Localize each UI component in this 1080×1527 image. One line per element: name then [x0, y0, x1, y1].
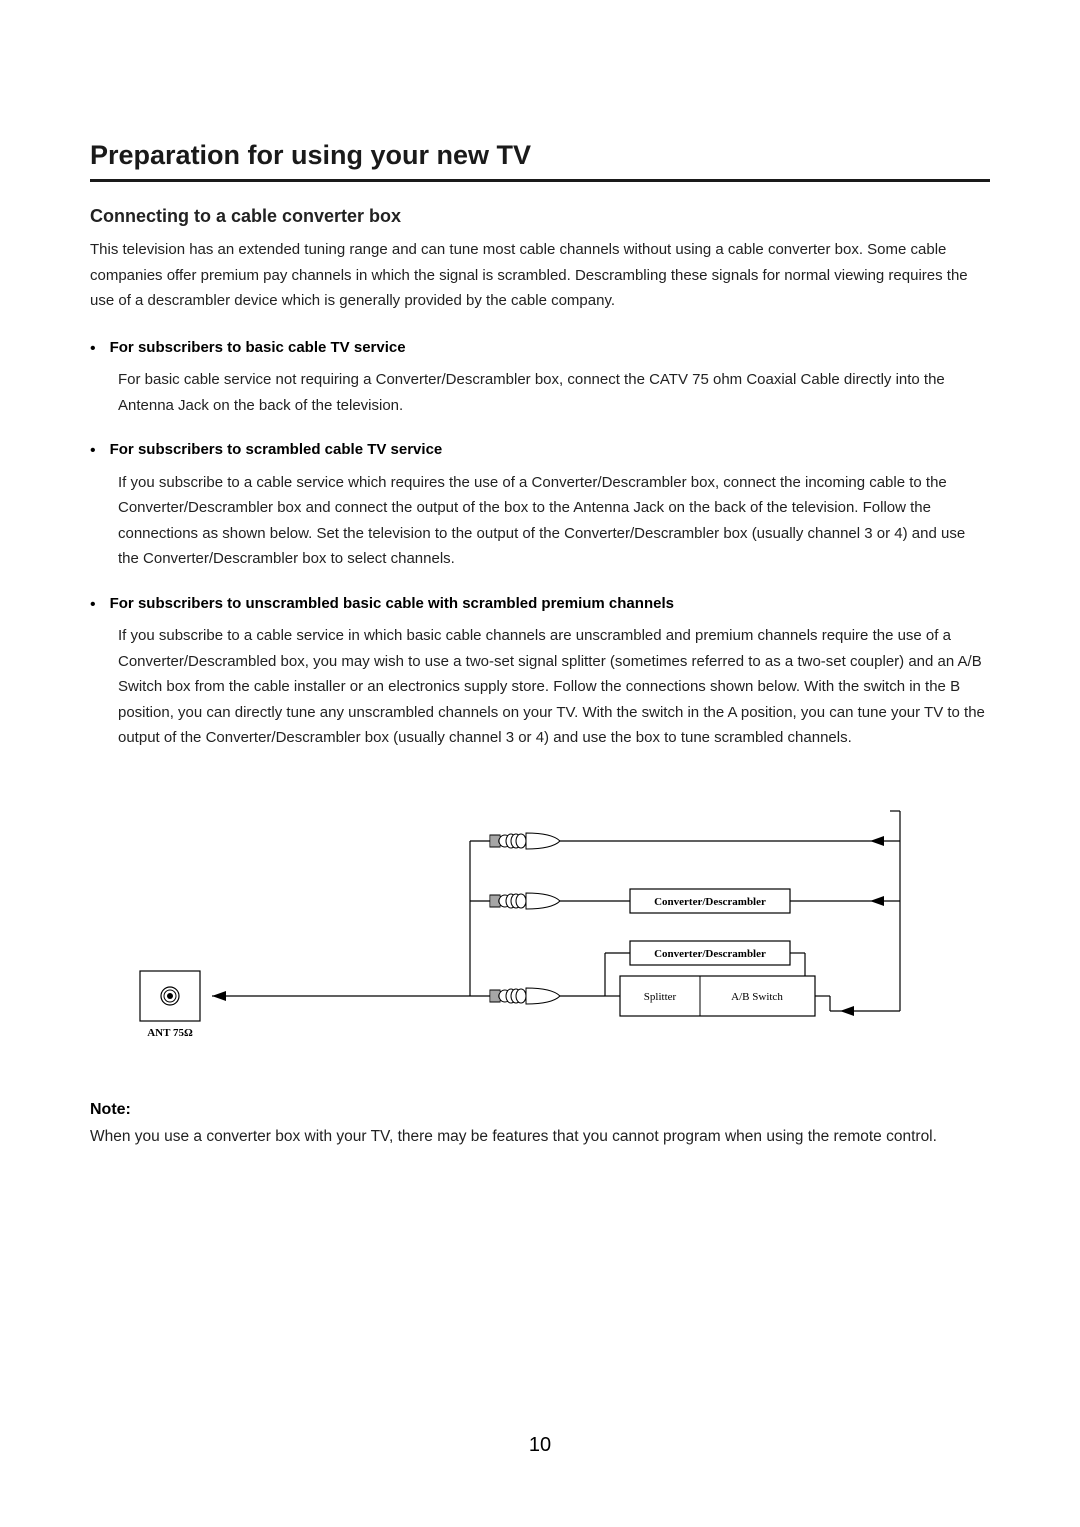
- page-title: Preparation for using your new TV: [90, 140, 990, 182]
- intro-paragraph: This television has an extended tuning r…: [90, 237, 990, 314]
- diagram-box2-label: Converter/Descrambler: [654, 948, 766, 960]
- bullet-body: If you subscribe to a cable service whic…: [90, 470, 990, 572]
- diagram-splitter-label: Splitter: [644, 991, 677, 1003]
- bullet-heading: For subscribers to unscrambled basic cab…: [110, 592, 674, 616]
- bullet-block-unscrambled: • For subscribers to unscrambled basic c…: [90, 592, 990, 751]
- diagram-box1-label: Converter/Descrambler: [654, 896, 766, 908]
- bullet-dot-icon: •: [90, 438, 96, 464]
- bullet-heading: For subscribers to scrambled cable TV se…: [110, 438, 443, 462]
- bullet-block-scrambled: • For subscribers to scrambled cable TV …: [90, 438, 990, 572]
- section-heading: Connecting to a cable converter box: [90, 206, 990, 227]
- diagram-abswitch-label: A/B Switch: [731, 991, 783, 1003]
- note-body: When you use a converter box with your T…: [90, 1125, 990, 1148]
- bullet-dot-icon: •: [90, 336, 96, 362]
- bullet-block-basic: • For subscribers to basic cable TV serv…: [90, 336, 990, 419]
- wiring-diagram: Converter/Descrambler Converter/Descramb…: [90, 801, 990, 1051]
- page-number: 10: [0, 1434, 1080, 1457]
- bullet-body: For basic cable service not requiring a …: [90, 367, 990, 418]
- diagram-ant-label: ANT 75Ω: [147, 1027, 193, 1039]
- bullet-dot-icon: •: [90, 592, 96, 618]
- bullet-heading: For subscribers to basic cable TV servic…: [110, 336, 406, 360]
- note-heading: Note:: [90, 1101, 990, 1119]
- bullet-body: If you subscribe to a cable service in w…: [90, 623, 990, 751]
